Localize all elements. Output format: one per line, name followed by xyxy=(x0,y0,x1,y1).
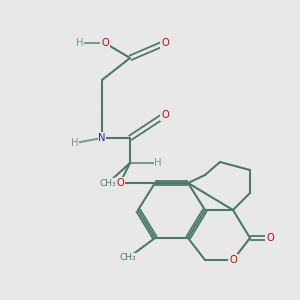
Text: O: O xyxy=(161,110,169,120)
Text: CH₃: CH₃ xyxy=(100,178,116,188)
Text: CH₃: CH₃ xyxy=(120,254,136,262)
Text: O: O xyxy=(116,178,124,188)
Text: N: N xyxy=(98,133,106,143)
Text: O: O xyxy=(229,255,237,265)
Text: O: O xyxy=(266,233,274,243)
Text: H: H xyxy=(154,158,162,168)
Text: O: O xyxy=(101,38,109,48)
Text: H: H xyxy=(76,38,84,48)
Text: O: O xyxy=(161,38,169,48)
Text: H: H xyxy=(71,138,79,148)
